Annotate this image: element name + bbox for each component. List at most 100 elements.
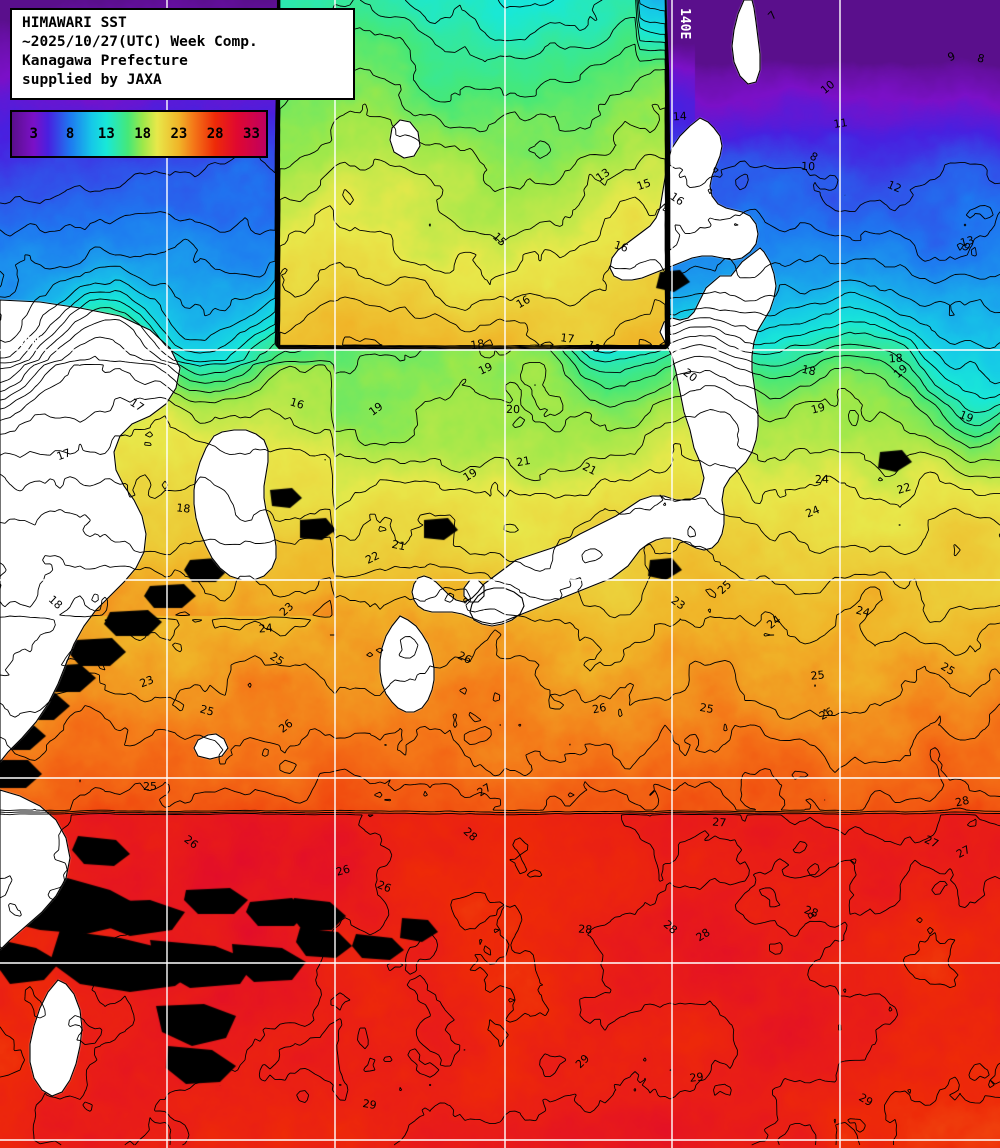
svg-text:29: 29 [856,1091,875,1109]
svg-text:10: 10 [818,78,837,97]
contour-line-28 [0,811,1000,1146]
title-line-source: supplied by JAXA [22,72,162,88]
svg-text:24: 24 [854,604,871,620]
colorbar-gradient [12,112,266,156]
contour-line-19 [0,153,1000,482]
title-line-region: Kanagawa Prefecture [22,53,188,69]
coastline-3 [379,615,435,713]
contour-line-23 [0,336,1000,677]
svg-text:24: 24 [258,621,273,635]
svg-text:9: 9 [946,49,958,64]
svg-text:25: 25 [810,668,825,682]
contour-label-8-4: 88 [976,51,986,65]
svg-text:29: 29 [362,1097,378,1112]
coastline-10 [389,119,421,159]
parallel-label-40N: 40N [16,335,40,350]
coastline-1 [609,117,759,281]
svg-text:28: 28 [694,926,713,945]
svg-text:18: 18 [801,363,817,379]
svg-text:18: 18 [176,501,191,515]
colorbar-tick-labels: 3 8 13 18 23 28 33 [12,112,266,156]
coastline-5 [193,429,277,581]
svg-text:24: 24 [764,613,783,632]
svg-text:26: 26 [375,878,393,895]
colorbar-tick-23: 23 [170,126,188,142]
svg-text:18: 18 [470,337,486,352]
contour-line-25 [0,682,1000,777]
svg-text:27: 27 [922,833,940,851]
contour-line-29 [32,813,1000,1146]
svg-text:21: 21 [580,460,598,478]
svg-text:8: 8 [976,51,986,65]
colorbar-tick-13: 13 [97,126,115,142]
svg-text:16: 16 [668,190,687,209]
meridian-label-140E: 140E [677,8,692,39]
svg-text:16: 16 [288,395,305,412]
svg-text:18: 18 [888,352,903,366]
svg-text:19: 19 [810,401,827,417]
svg-text:29: 29 [573,1052,592,1071]
svg-text:16: 16 [514,293,533,311]
svg-text:14: 14 [672,110,687,124]
coastline-2 [731,0,761,85]
svg-text:29: 29 [689,1070,704,1085]
coastline-8 [29,979,83,1097]
svg-text:21: 21 [391,538,407,553]
svg-text:15: 15 [490,230,509,249]
title-legend-box: HIMAWARI SST ~2025/10/27(UTC) Week Comp.… [10,8,355,100]
coastline-11 [193,733,229,760]
coastline-4 [469,587,525,627]
colorbar-tick-3: 3 [29,126,38,142]
colorbar-tick-28: 28 [206,126,224,142]
svg-text:26: 26 [335,862,352,878]
svg-text:19: 19 [476,360,494,378]
svg-text:15: 15 [635,176,652,193]
coastline-7 [0,789,71,951]
svg-text:28: 28 [578,923,593,937]
svg-text:27: 27 [712,815,727,829]
svg-text:13: 13 [959,234,976,250]
coastline-0 [411,247,777,625]
svg-text:17: 17 [127,396,146,415]
